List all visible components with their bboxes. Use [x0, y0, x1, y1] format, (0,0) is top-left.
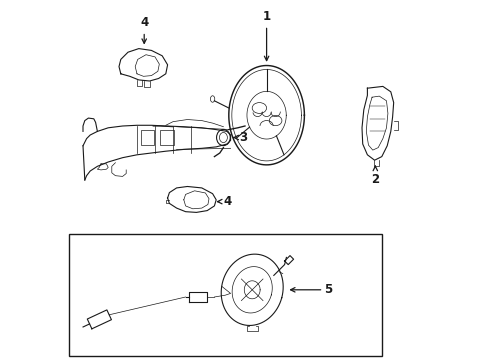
Text: 1: 1 [263, 10, 270, 60]
Text: 4: 4 [140, 16, 148, 43]
Text: 5: 5 [324, 283, 332, 296]
Text: 3: 3 [233, 131, 247, 144]
Text: 2: 2 [371, 166, 379, 186]
Bar [160, 130, 174, 145]
Bar [69, 234, 382, 356]
Bar [141, 130, 154, 145]
Text: 4: 4 [223, 195, 232, 208]
